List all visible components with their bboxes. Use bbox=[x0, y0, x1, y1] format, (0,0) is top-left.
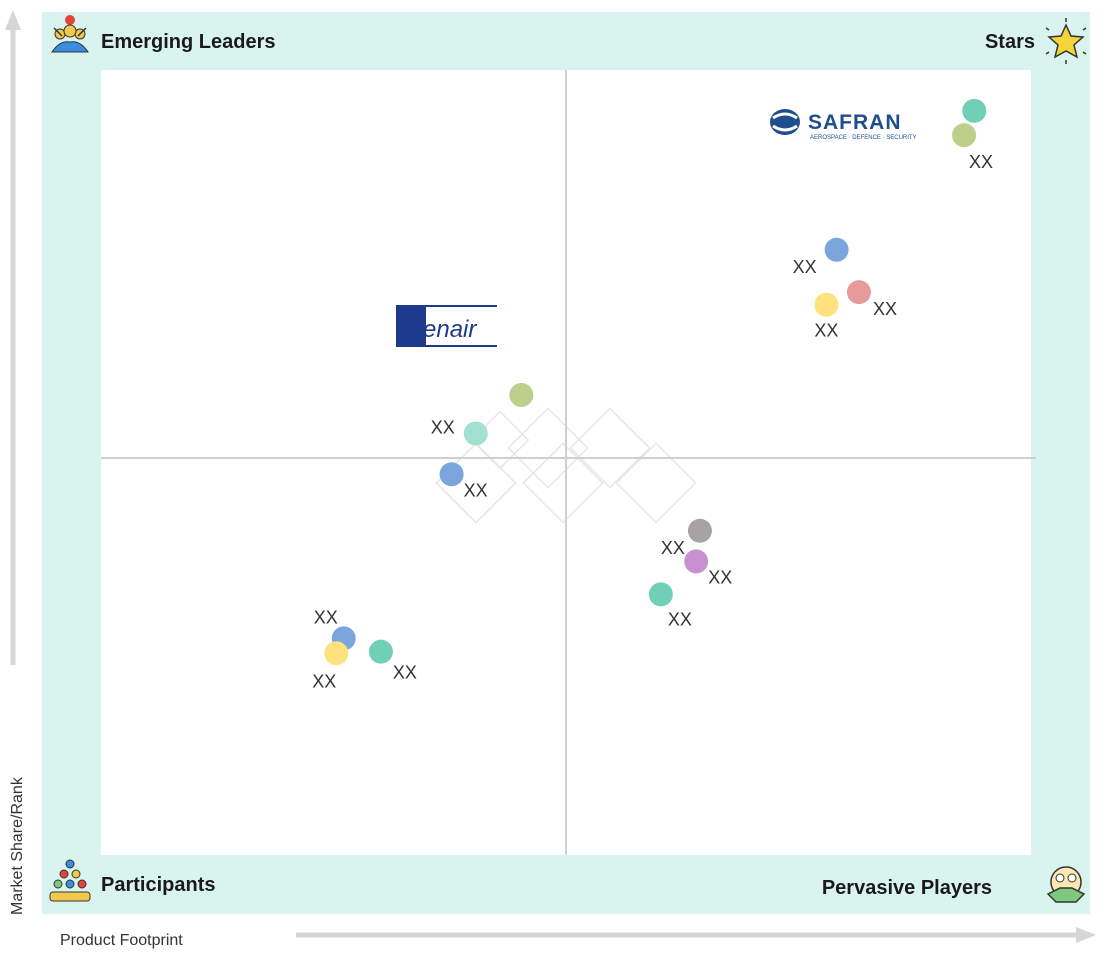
quadrant-label-pervasive-players: Pervasive Players bbox=[822, 877, 992, 899]
data-point-label-3: XX bbox=[793, 257, 817, 277]
safran-logo-text: SAFRAN bbox=[808, 111, 902, 134]
participants-icon bbox=[49, 859, 91, 902]
data-point-3 bbox=[824, 237, 849, 262]
safran-logo: SAFRAN AEROSPACE · DEFENCE · SECURITY bbox=[770, 109, 917, 141]
data-point-label-9: XX bbox=[661, 538, 685, 558]
data-point-2 bbox=[952, 123, 977, 148]
pervasive-players-icon bbox=[1046, 866, 1086, 903]
data-point-label-14: XX bbox=[393, 663, 417, 683]
data-point-label-11: XX bbox=[668, 609, 692, 629]
data-point-label-12: XX bbox=[314, 607, 338, 627]
data-point-11 bbox=[648, 582, 673, 607]
data-point-label-5: XX bbox=[814, 321, 838, 341]
data-point-label-10: XX bbox=[708, 567, 732, 587]
data-point-7 bbox=[463, 421, 488, 446]
y-axis-arrow bbox=[5, 10, 21, 665]
watermark bbox=[435, 407, 697, 524]
data-point-4 bbox=[846, 280, 871, 305]
data-point-label-4: XX bbox=[873, 299, 897, 319]
x-axis-arrow bbox=[296, 927, 1096, 943]
data-point-8 bbox=[439, 462, 464, 487]
quadrant-label-stars: Stars bbox=[985, 31, 1035, 53]
points-layer: XX XX XX XX XX XX XX XX XX XX XX XX bbox=[312, 98, 993, 691]
data-point-6 bbox=[509, 382, 534, 407]
data-point-5 bbox=[814, 292, 839, 317]
quadrant-label-participants: Participants bbox=[101, 874, 215, 896]
data-point-label-2: XX bbox=[969, 152, 993, 172]
data-point-10 bbox=[684, 549, 709, 574]
quadrant-label-emerging-leaders: Emerging Leaders bbox=[101, 31, 276, 53]
data-point-label-7: XX bbox=[431, 417, 455, 437]
data-point-14 bbox=[368, 639, 393, 664]
data-point-label-13: XX bbox=[312, 671, 336, 691]
y-axis-label: Market Share/Rank bbox=[9, 776, 26, 915]
emerging-leaders-icon bbox=[51, 15, 89, 53]
stars-icon bbox=[1045, 18, 1087, 64]
data-point-1 bbox=[962, 98, 987, 123]
safran-logo-tagline: AEROSPACE · DEFENCE · SECURITY bbox=[810, 135, 917, 141]
data-point-label-8: XX bbox=[464, 480, 488, 500]
glenair-logo: Glenair bbox=[396, 305, 497, 347]
x-axis-label: Product Footprint bbox=[60, 932, 183, 949]
data-point-9 bbox=[687, 518, 712, 543]
data-point-13 bbox=[324, 641, 349, 666]
glenair-logo-text: Glenair bbox=[399, 316, 477, 343]
